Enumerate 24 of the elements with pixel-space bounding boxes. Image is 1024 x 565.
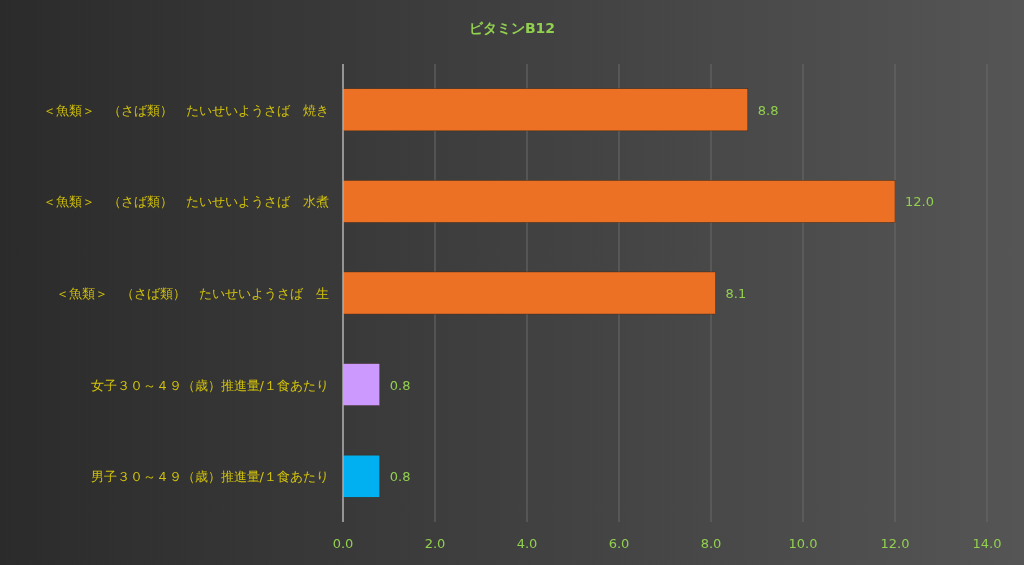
y-tick-label: 女子３０～４９（歳）推進量/１食あたり [90, 377, 329, 393]
x-tick-label: 4.0 [516, 536, 538, 551]
x-tick-label: 6.0 [608, 536, 630, 551]
y-tick-label: ＜魚類＞ （さば類） たいせいようさば 生 [56, 286, 329, 301]
x-tick-label: 0.0 [332, 536, 354, 551]
y-tick-label: ＜魚類＞ （さば類） たいせいようさば 水煮 [43, 194, 329, 210]
bar [342, 271, 716, 315]
data-label: 0.8 [389, 469, 411, 485]
x-tick-label: 14.0 [972, 536, 1002, 551]
data-label: 0.8 [389, 377, 411, 393]
x-tick-label: 2.0 [424, 536, 446, 551]
x-tick-label: 10.0 [788, 536, 818, 551]
data-label: 12.0 [905, 194, 934, 210]
bar [342, 88, 749, 132]
chart-title: ビタミンB12 [468, 20, 556, 36]
y-tick-label: ＜魚類＞ （さば類） たいせいようさば 焼き [43, 102, 329, 118]
data-label: 8.8 [757, 102, 779, 118]
data-label: 8.1 [725, 286, 747, 301]
bar [342, 454, 381, 498]
x-tick-label: 12.0 [880, 536, 910, 551]
bar [342, 363, 381, 406]
x-tick-label: 8.0 [700, 536, 722, 551]
y-tick-label: 男子３０～４９（歳）推進量/１食あたり [90, 469, 329, 485]
bar [342, 180, 896, 223]
